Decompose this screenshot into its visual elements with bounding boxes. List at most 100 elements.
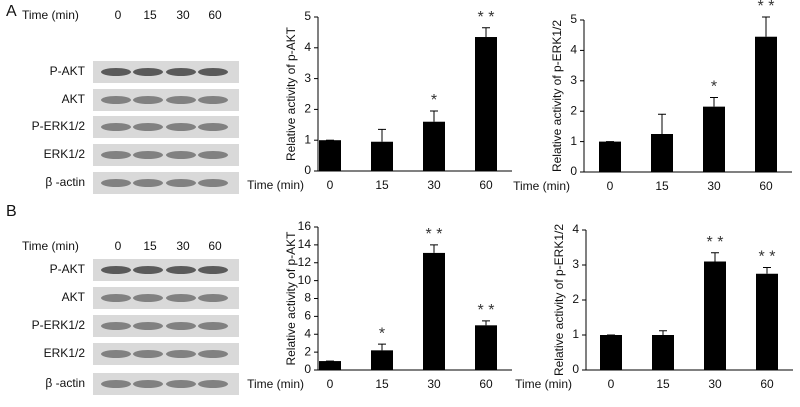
blot-band [101,68,131,76]
blot-band [198,179,228,187]
x-tick-label: 60 [760,377,774,391]
y-tick-label: 10 [298,273,312,287]
y-tick-label: 4 [570,43,577,57]
blot-band [198,68,228,76]
blot-band [133,123,163,131]
blot-header: Time (min) [22,239,79,253]
blot-row-label: β -actin [45,175,85,189]
bar [319,140,341,171]
bar [755,36,777,172]
bar [423,252,445,370]
significance-mark: * * [759,249,776,266]
error-bar [710,97,718,107]
x-tick-label: 0 [608,377,615,391]
significance-mark: * * [478,9,495,26]
y-tick-label: 4 [304,326,311,340]
blot-band [198,96,228,104]
blot-band [198,380,228,388]
blot-band [166,380,196,388]
significance-mark: * * [758,0,775,15]
bar [600,335,622,370]
x-tick-label: 60 [479,377,493,391]
y-tick-label: 5 [304,9,311,23]
blot-band [101,123,131,131]
y-axis-label: Relative activity of p-ERK1/2 [550,20,564,172]
blot-band [101,294,131,302]
blot-band [166,123,196,131]
y-tick-label: 6 [304,309,311,323]
blot-row-label: ERK1/2 [44,147,86,161]
y-tick-label: 2 [572,292,579,306]
y-axis-label: Relative activity of p-AKT [284,231,298,366]
blot-band [166,96,196,104]
x-tick-label: 30 [707,179,721,193]
x-tick-label: 0 [327,377,334,391]
error-bar [482,320,490,326]
blot-band [133,266,163,274]
y-tick-label: 16 [298,219,312,233]
significance-mark: * * [478,302,495,319]
blot-band [101,322,131,330]
significance-mark: * * [426,226,443,243]
blot-band [101,380,131,388]
blot-row-label: P-AKT [50,262,86,276]
blot-band [101,179,131,187]
blot-row-label: AKT [62,290,86,304]
error-bar [711,252,719,262]
significance-mark: * * [707,234,724,251]
x-axis-label: Time (min) [247,178,304,192]
bar [319,361,341,370]
y-tick-label: 0 [304,163,311,177]
blot-band [166,151,196,159]
y-tick-label: 3 [572,257,579,271]
error-bar [378,128,386,142]
lane-label: 60 [208,8,222,22]
lane-label: 15 [143,239,157,253]
panel-label: B [6,203,17,220]
x-tick-label: 30 [427,178,441,192]
x-tick-label: 60 [759,179,773,193]
bar [599,141,621,172]
x-axis-label: Time (min) [513,179,570,193]
y-tick-label: 1 [570,134,577,148]
y-tick-label: 0 [570,164,577,178]
blot-band [133,322,163,330]
blot-band [166,179,196,187]
blot-band [133,350,163,358]
blot-band [101,96,131,104]
blot-band [133,151,163,159]
bar [371,141,393,171]
bar [475,325,497,370]
bar [652,335,674,370]
error-bar [482,27,490,38]
error-bar [378,343,386,351]
x-axis-label: Time (min) [247,377,304,391]
y-tick-label: 0 [304,362,311,376]
blot-band [101,350,131,358]
blot-band [198,151,228,159]
lane-label: 30 [176,239,190,253]
blot-band [166,350,196,358]
error-bar [763,266,771,274]
error-bar [762,16,770,37]
blot-band [166,322,196,330]
x-tick-label: 15 [375,178,389,192]
lane-label: 30 [176,8,190,22]
y-tick-label: 12 [298,255,312,269]
blot-band [198,123,228,131]
y-tick-label: 3 [304,71,311,85]
significance-mark: * [711,79,717,96]
x-tick-label: 60 [479,178,493,192]
blot-band [133,294,163,302]
panel-label: A [6,3,17,20]
lane-label: 15 [143,8,157,22]
lane-label: 0 [115,8,122,22]
blot-band [133,68,163,76]
y-tick-label: 2 [304,102,311,116]
bar [423,121,445,171]
lane-label: 0 [115,239,122,253]
bar [704,261,726,370]
y-tick-label: 2 [304,344,311,358]
bar [475,37,497,171]
blot-header: Time (min) [22,8,79,22]
